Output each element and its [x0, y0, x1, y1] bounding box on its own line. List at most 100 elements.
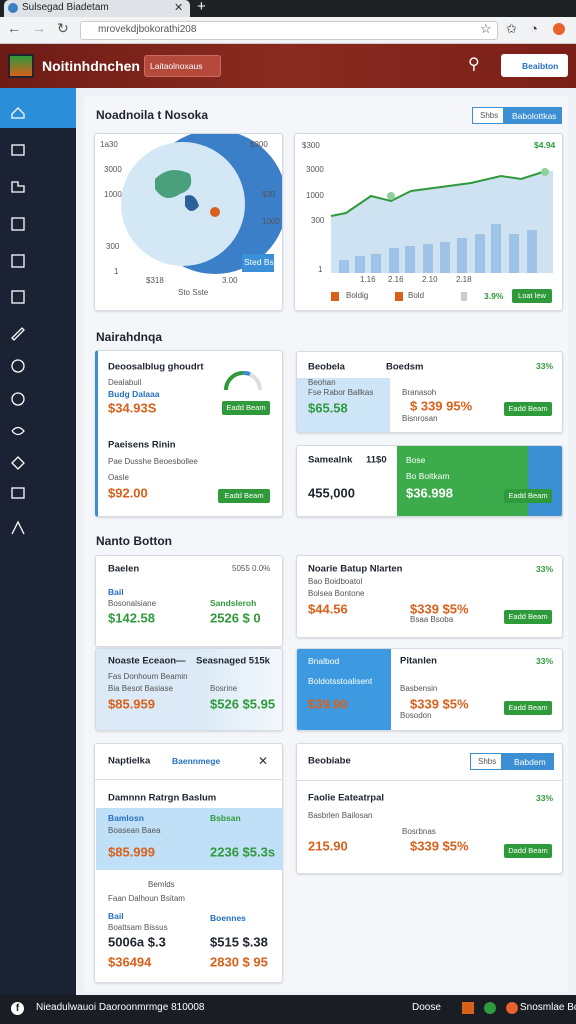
label: $339 $5% [410, 838, 469, 854]
label: Bosrbnas [402, 827, 436, 836]
action-button[interactable] [501, 54, 568, 77]
icon-home[interactable] [11, 107, 25, 119]
label: 2.10 [422, 275, 438, 284]
icon[interactable] [11, 254, 25, 268]
toggle-option[interactable] [472, 107, 504, 124]
label: Basbrlen Bailosan [308, 811, 373, 820]
button[interactable]: Loat lew [512, 289, 552, 303]
icon[interactable] [11, 144, 25, 156]
label: 1000 [104, 190, 122, 199]
forward[interactable]: → [32, 20, 46, 36]
label: mrovekdjbokorathi208 [98, 24, 197, 35]
label: Beaibton [522, 60, 559, 71]
highlight [297, 378, 390, 432]
toggle-option[interactable] [502, 753, 554, 770]
nav-button[interactable] [144, 55, 221, 77]
footer-icon[interactable] [462, 1002, 474, 1014]
reload[interactable]: ↻ [57, 20, 69, 36]
sidebar-active[interactable] [0, 88, 76, 128]
label: Boldotsstoalisent [308, 675, 373, 686]
label: Beohan [308, 378, 336, 387]
label: 2.18 [456, 275, 472, 284]
label: 300 [311, 216, 325, 225]
button[interactable]: Eadd Beam [218, 489, 270, 503]
label: Noaste Eceaon— [108, 655, 186, 667]
favicon [8, 3, 18, 13]
close-button[interactable]: ✕ [258, 754, 269, 768]
bookmark[interactable]: ☆ [480, 21, 492, 36]
profile[interactable] [553, 23, 565, 35]
footer-icon[interactable] [506, 1002, 518, 1014]
label: Bamlosn [108, 812, 144, 823]
label: Dealabuil [108, 378, 142, 387]
browser-tab[interactable] [4, 0, 190, 17]
app-header [0, 44, 576, 88]
icon[interactable] [11, 392, 25, 406]
label: 3.00 [222, 276, 238, 285]
label: $142.58 [108, 610, 155, 626]
label: Sto Sste [178, 288, 209, 297]
trend-card [294, 133, 563, 311]
kpi-card [296, 648, 563, 731]
label: Samealnk [308, 454, 353, 466]
label: Beobela [308, 361, 345, 373]
icon[interactable] [11, 290, 25, 304]
button[interactable]: Dadd Beam [504, 844, 552, 858]
label: Boasean Baea [108, 826, 161, 835]
label: Bo Boltkam [406, 470, 450, 481]
label: Bail [108, 910, 124, 921]
icon[interactable] [11, 181, 25, 193]
button[interactable]: Eadd Beam [222, 401, 270, 415]
button[interactable]: Eadd Beam [504, 489, 552, 503]
label: $85.999 [108, 844, 155, 860]
label: $92.00 [108, 485, 148, 501]
icon[interactable] [11, 456, 25, 470]
ext-icon[interactable]: ◔ [530, 21, 538, 36]
footer-icon[interactable] [484, 1002, 496, 1014]
tab-close[interactable]: ✕ [174, 2, 184, 14]
label: 5055 0.0% [232, 564, 271, 573]
icon[interactable] [11, 217, 25, 231]
icon[interactable] [11, 520, 25, 535]
button[interactable]: Eadd Beam [504, 610, 552, 624]
label: Bolsea Bontone [308, 589, 365, 598]
icon[interactable] [11, 426, 25, 436]
ext-icon[interactable]: ✩ [506, 21, 517, 36]
back[interactable]: ← [7, 20, 21, 36]
label: Boldig [346, 291, 369, 300]
label: Boattsam Bissus [108, 923, 168, 932]
label: Paeisens Rinin [108, 439, 176, 451]
label: Bose [406, 454, 426, 465]
label: Bsaa Bsoba [410, 615, 454, 624]
icon[interactable] [11, 327, 25, 341]
label: 1a30 [100, 140, 118, 149]
label: 1.16 [360, 275, 376, 284]
toggle-option[interactable] [504, 107, 562, 124]
label: $36.998 [406, 485, 453, 501]
label: $339 $5% [410, 601, 469, 617]
label: $515 $.38 [210, 934, 268, 950]
label: $65.58 [308, 400, 348, 416]
label: Boedsm [386, 361, 424, 373]
label: $30 [262, 190, 276, 199]
button[interactable]: Eadd Beam [504, 402, 552, 416]
label: 2830 $ 95 [210, 954, 268, 970]
label: Bisnrosan [402, 414, 438, 423]
label: Bold [408, 291, 425, 300]
toggle-option[interactable] [470, 753, 502, 770]
icon[interactable] [11, 487, 25, 499]
label: Laitaolnoxaus [150, 60, 203, 71]
label: $300 [302, 141, 320, 150]
icon[interactable] [11, 359, 25, 373]
button[interactable]: Eadd Beam [504, 701, 552, 715]
new-tab[interactable]: + [197, 0, 206, 15]
social-icon[interactable]: f [11, 1002, 24, 1015]
label: Bsbsan [210, 812, 241, 823]
label: 2526 $ 0 [210, 610, 261, 626]
label: Bia Besot Basiase [108, 684, 173, 693]
address-bar[interactable] [80, 21, 498, 40]
label: $300 [250, 140, 268, 149]
search-icon[interactable]: ⚲ [468, 56, 480, 73]
label: Babolottkas [512, 110, 557, 121]
label: $85.959 [108, 696, 155, 712]
